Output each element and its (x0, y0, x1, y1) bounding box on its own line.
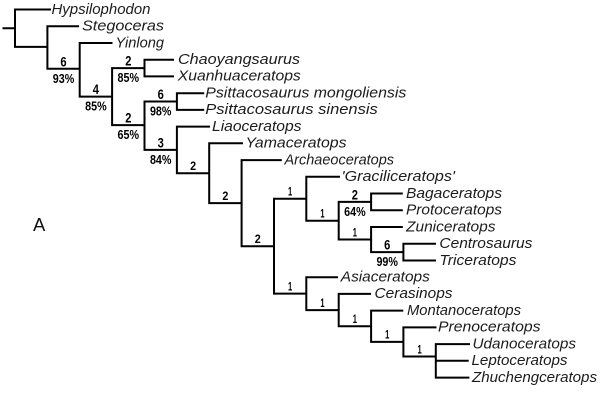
svg-text:1: 1 (385, 328, 389, 342)
svg-text:A: A (33, 214, 46, 235)
svg-text:Cerasinops: Cerasinops (375, 286, 453, 302)
svg-text:85%: 85% (118, 70, 140, 85)
svg-text:99%: 99% (376, 254, 398, 269)
svg-text:85%: 85% (85, 99, 107, 114)
svg-text:2: 2 (222, 189, 228, 203)
svg-text:Zhuchengceratops: Zhuchengceratops (471, 370, 597, 386)
svg-text:Stegoceras: Stegoceras (82, 19, 164, 35)
svg-text:Chaoyangsaurus: Chaoyangsaurus (178, 52, 300, 68)
svg-text:6: 6 (60, 54, 67, 69)
svg-text:Zuniceratops: Zuniceratops (405, 219, 496, 235)
svg-text:Archaeoceratops: Archaeoceratops (283, 152, 394, 168)
svg-text:Liaoceratops: Liaoceratops (212, 119, 302, 135)
svg-text:2: 2 (125, 111, 131, 126)
svg-text:64%: 64% (344, 204, 366, 219)
svg-text:84%: 84% (150, 152, 172, 167)
svg-text:Montanoceratops: Montanoceratops (407, 303, 521, 319)
svg-text:Yamaceratops: Yamaceratops (246, 136, 347, 152)
svg-text:Xuanhuaceratops: Xuanhuaceratops (177, 69, 301, 85)
svg-text:1: 1 (353, 225, 357, 239)
svg-text:1: 1 (320, 207, 324, 221)
svg-text:6: 6 (158, 87, 165, 102)
svg-text:'Graciliceratops': 'Graciliceratops' (342, 169, 457, 185)
svg-text:2: 2 (352, 188, 358, 203)
svg-text:Psittacosaurus mongoliensis: Psittacosaurus mongoliensis (205, 86, 406, 102)
svg-text:Triceratops: Triceratops (439, 253, 516, 269)
svg-text:1: 1 (320, 296, 324, 310)
svg-text:Hypsilophodon: Hypsilophodon (52, 2, 151, 18)
svg-text:93%: 93% (53, 71, 75, 86)
svg-text:65%: 65% (118, 127, 140, 142)
svg-text:1: 1 (288, 185, 292, 199)
svg-text:6: 6 (384, 238, 391, 253)
svg-text:Protoceratops: Protoceratops (406, 203, 502, 219)
svg-text:4: 4 (93, 82, 100, 97)
svg-text:Centrosaurus: Centrosaurus (439, 236, 532, 252)
svg-text:Asiaceratops: Asiaceratops (340, 270, 430, 286)
svg-text:2: 2 (190, 159, 196, 173)
svg-text:Udanoceratops: Udanoceratops (473, 336, 577, 352)
svg-text:3: 3 (158, 136, 165, 151)
svg-text:Psittacosaurus sinensis: Psittacosaurus sinensis (205, 102, 377, 118)
svg-text:98%: 98% (150, 104, 172, 119)
svg-text:1: 1 (418, 342, 422, 356)
svg-text:2: 2 (125, 54, 131, 69)
svg-text:Bagaceratops: Bagaceratops (406, 186, 502, 202)
svg-text:Prenoceratops: Prenoceratops (438, 320, 541, 336)
svg-text:Yinlong: Yinlong (116, 35, 165, 51)
svg-text:1: 1 (288, 279, 292, 293)
svg-text:2: 2 (255, 232, 261, 246)
svg-text:Leptoceratops: Leptoceratops (472, 353, 568, 369)
svg-text:1: 1 (353, 312, 357, 326)
